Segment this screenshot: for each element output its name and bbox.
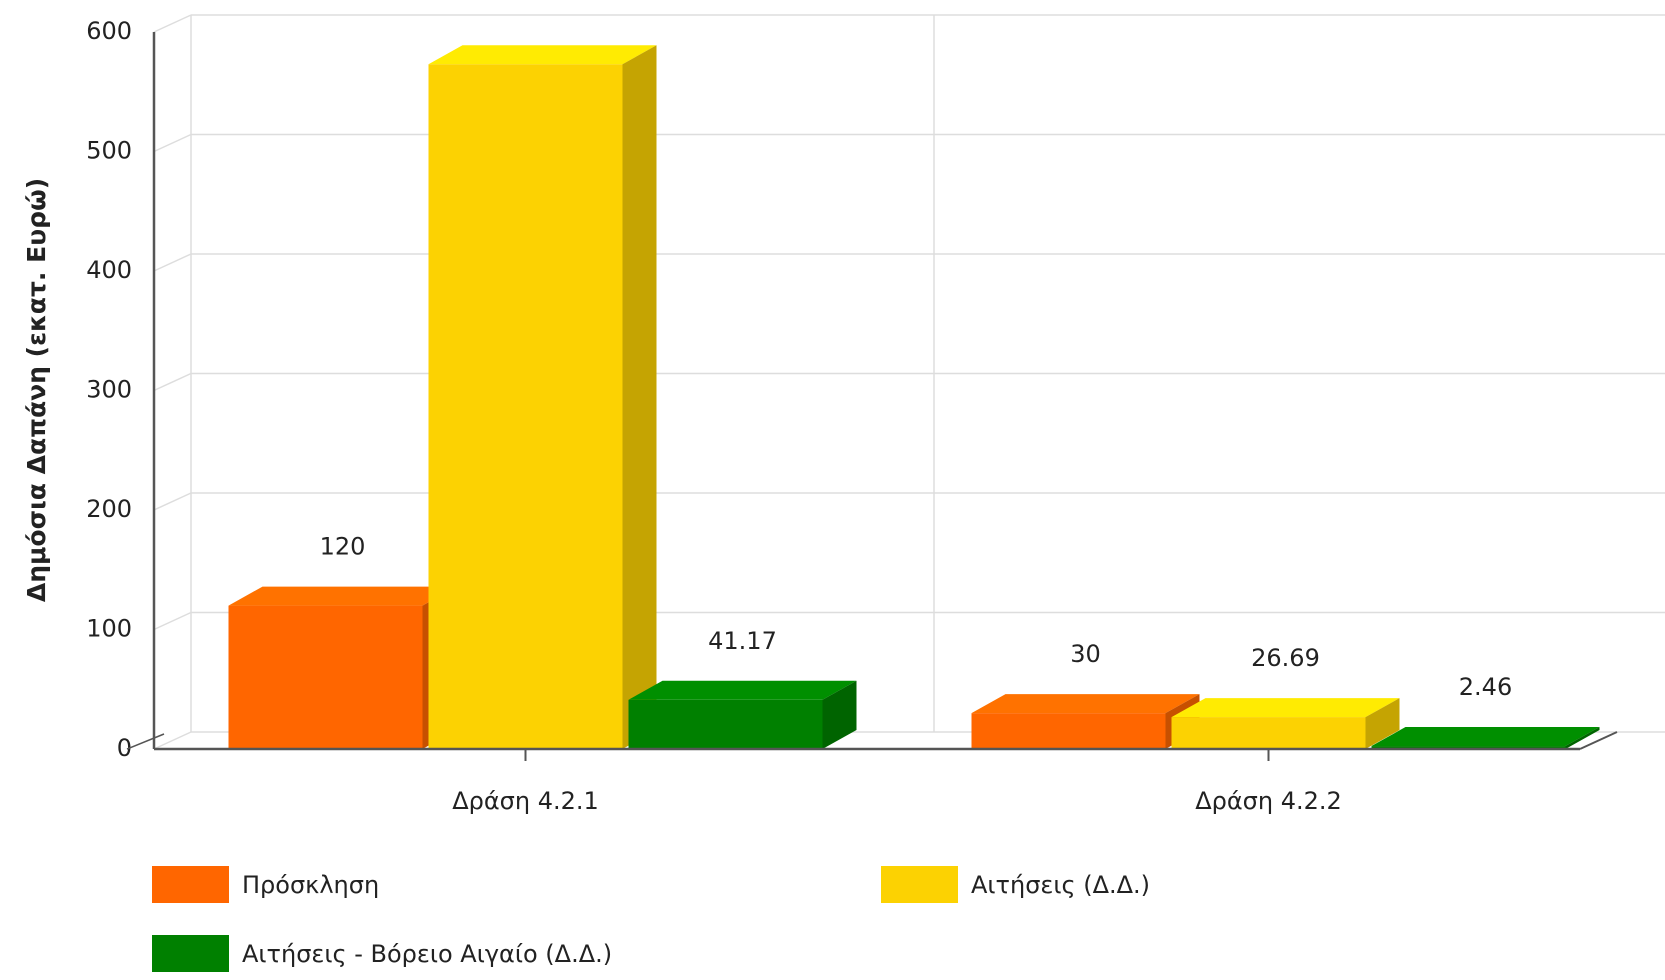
bar xyxy=(1171,717,1366,749)
value-label: 120 xyxy=(320,533,366,561)
x-tick-label: Δράση 4.2.1 xyxy=(452,787,599,815)
y-tick-label: 600 xyxy=(86,17,132,45)
grid-line xyxy=(153,492,192,511)
y-tick-label: 300 xyxy=(86,376,132,404)
bar-top xyxy=(228,586,457,606)
grid-line xyxy=(153,372,192,392)
bar xyxy=(1371,746,1566,749)
legend-label: Αιτήσεις - Βόρειο Αιγαίο (Δ.Δ.) xyxy=(242,940,612,968)
grid-line xyxy=(153,611,192,631)
value-label: 30 xyxy=(1070,640,1101,668)
grid-line xyxy=(153,133,192,153)
value-label: 26.69 xyxy=(1251,644,1320,672)
y-tick-label: 200 xyxy=(86,495,132,523)
bar-side xyxy=(622,45,657,749)
bar-top xyxy=(971,694,1200,714)
bar-side xyxy=(822,680,857,749)
grid-line xyxy=(153,14,192,33)
bar-side xyxy=(1365,698,1400,749)
y-axis-title: Δημόσια Δαπάνη (εκατ. Ευρώ) xyxy=(22,178,51,602)
bar xyxy=(228,605,423,749)
value-label: 2.46 xyxy=(1459,673,1512,701)
x-tick-label: Δράση 4.2.2 xyxy=(1195,787,1342,815)
legend-label: Αιτήσεις (Δ.Δ.) xyxy=(971,871,1150,899)
bar xyxy=(971,713,1166,749)
bar xyxy=(628,699,823,749)
legend-swatch xyxy=(152,866,229,903)
y-tick-label: 400 xyxy=(86,256,132,284)
legend-swatch xyxy=(881,866,958,903)
value-label: 41.17 xyxy=(708,627,777,655)
y-tick-label: 100 xyxy=(86,615,132,643)
legend-label: Πρόσκληση xyxy=(242,871,379,899)
grid-line xyxy=(153,253,192,272)
bar-top xyxy=(1171,698,1400,718)
y-tick-label: 500 xyxy=(86,137,132,165)
x-axis-right xyxy=(1579,731,1618,750)
bar-top xyxy=(628,680,857,700)
bar-side xyxy=(1565,727,1600,749)
bar-top xyxy=(1371,727,1600,747)
y-tick-label: 0 xyxy=(117,734,132,762)
legend-swatch xyxy=(152,935,229,972)
grid-line xyxy=(153,731,192,750)
bar-top xyxy=(428,45,657,65)
bar xyxy=(428,64,623,749)
floor-left xyxy=(126,733,165,750)
